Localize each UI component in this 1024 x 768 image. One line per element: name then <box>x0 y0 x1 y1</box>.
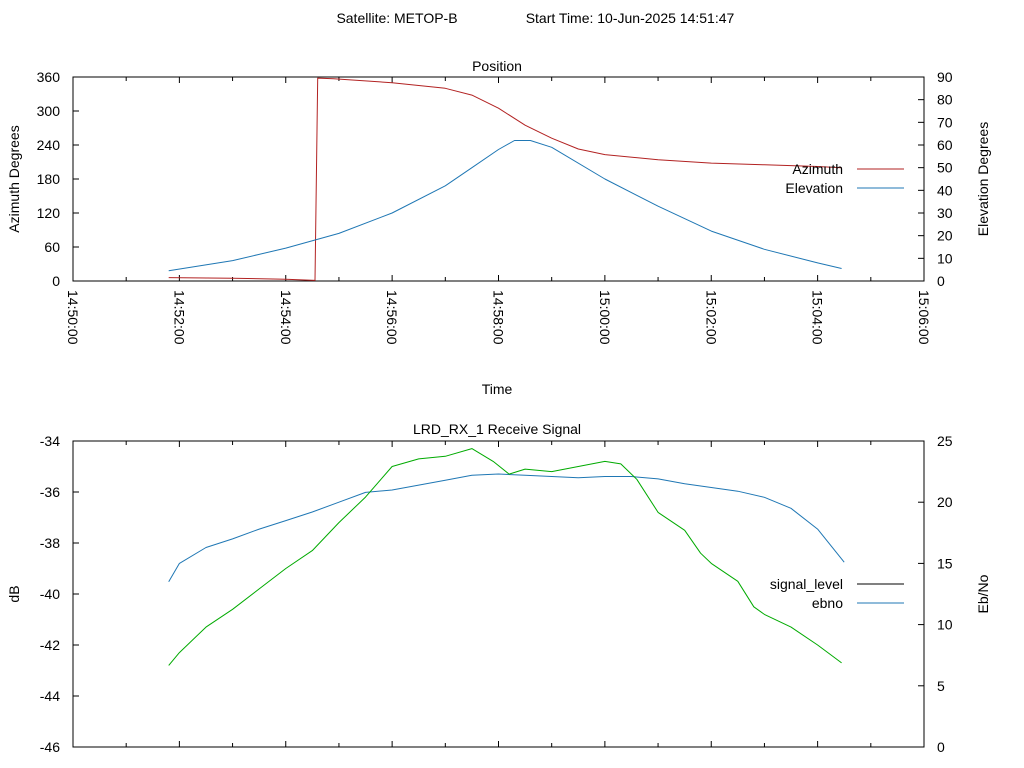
position-y2-tick-label: 80 <box>937 92 953 108</box>
signal-y-tick-label: -42 <box>40 637 60 653</box>
position-plot-frame <box>72 76 925 282</box>
signal-level-trace-line <box>168 448 842 666</box>
signal-axes: -46 -44 -42 -40 -38 -36 -34 0 5 10 15 20 25 <box>40 433 953 755</box>
position-y-axis-label: Azimuth Degrees <box>6 125 22 232</box>
position-x-tick-label: 14:52:00 <box>171 290 187 345</box>
position-legend: Azimuth Elevation <box>785 161 904 196</box>
signal-y2-axis-label: Eb/No <box>975 574 991 613</box>
position-y-tick-label: 180 <box>37 171 61 187</box>
position-series <box>168 77 842 281</box>
signal-y2-tick-label: 20 <box>937 494 953 510</box>
position-y2-tick-label: 30 <box>937 205 953 221</box>
position-y2-tick-label: 50 <box>937 160 953 176</box>
legend-elevation-label: Elevation <box>785 180 843 196</box>
signal-y-tick-label: -40 <box>40 586 60 602</box>
position-y-tick-label: 0 <box>52 273 60 289</box>
legend-signal-level-label: signal_level <box>770 576 843 592</box>
position-axes: 14:50:00 14:52:00 14:54:00 14:56:00 14:58:00… <box>37 69 953 345</box>
signal-chart-title: LRD_RX_1 Receive Signal <box>413 421 581 437</box>
position-y2-tick-label: 40 <box>937 182 953 198</box>
position-x-tick-label: 15:02:00 <box>703 290 719 345</box>
position-y2-tick-label: 20 <box>937 228 953 244</box>
satellite-label: Satellite: METOP-B <box>336 10 457 26</box>
signal-plot-frame <box>72 440 925 748</box>
signal-y2-tick-label: 5 <box>937 678 945 694</box>
position-y2-tick-label: 90 <box>937 69 953 85</box>
legend-azimuth-label: Azimuth <box>792 161 843 177</box>
signal-y-axis-label: dB <box>6 585 22 602</box>
position-x-tick-label: 15:06:00 <box>916 290 932 345</box>
position-y-tick-label: 360 <box>37 69 61 85</box>
position-chart-title: Position <box>472 58 522 74</box>
position-y-tick-label: 60 <box>44 239 60 255</box>
signal-y-tick-label: -46 <box>40 739 60 755</box>
position-y-tick-label: 240 <box>37 137 61 153</box>
signal-y-tick-label: -38 <box>40 535 60 551</box>
signal-series <box>168 448 845 666</box>
start-time-label: Start Time: 10-Jun-2025 14:51:47 <box>526 10 735 26</box>
position-x-tick-label: 14:54:00 <box>278 290 294 345</box>
ebno-line <box>168 473 845 583</box>
position-y2-tick-label: 10 <box>937 250 953 266</box>
position-chart: Position 14:50:00 14:52:00 14:54:00 14:56:0… <box>6 58 991 397</box>
elevation-line <box>168 140 842 272</box>
azimuth-line <box>168 77 842 281</box>
position-x-tick-label: 15:00:00 <box>597 290 613 345</box>
signal-legend: signal_level ebno <box>770 576 904 611</box>
position-x-tick-label: 14:50:00 <box>65 290 81 345</box>
position-y-tick-label: 300 <box>37 103 61 119</box>
position-x-tick-label: 14:58:00 <box>491 290 507 345</box>
signal-y2-tick-label: 10 <box>937 617 953 633</box>
signal-y-tick-label: -44 <box>40 688 60 704</box>
position-y2-tick-label: 60 <box>937 137 953 153</box>
signal-y2-tick-label: 0 <box>937 739 945 755</box>
signal-y2-tick-label: 25 <box>937 433 953 449</box>
signal-y-tick-label: -34 <box>40 433 60 449</box>
position-x-axis-label: Time <box>482 381 513 397</box>
signal-y2-tick-label: 15 <box>937 555 953 571</box>
position-x-tick-label: 14:56:00 <box>384 290 400 345</box>
legend-ebno-label: ebno <box>812 595 843 611</box>
position-y2-axis-label: Elevation Degrees <box>975 122 991 236</box>
position-y2-tick-label: 0 <box>937 273 945 289</box>
position-y2-tick-label: 70 <box>937 114 953 130</box>
position-y-tick-label: 120 <box>37 205 61 221</box>
signal-y-tick-label: -36 <box>40 484 60 500</box>
signal-chart: LRD_RX_1 Receive Signal -46-44-42-40-38-… <box>6 421 991 755</box>
position-x-tick-label: 15:04:00 <box>810 290 826 345</box>
